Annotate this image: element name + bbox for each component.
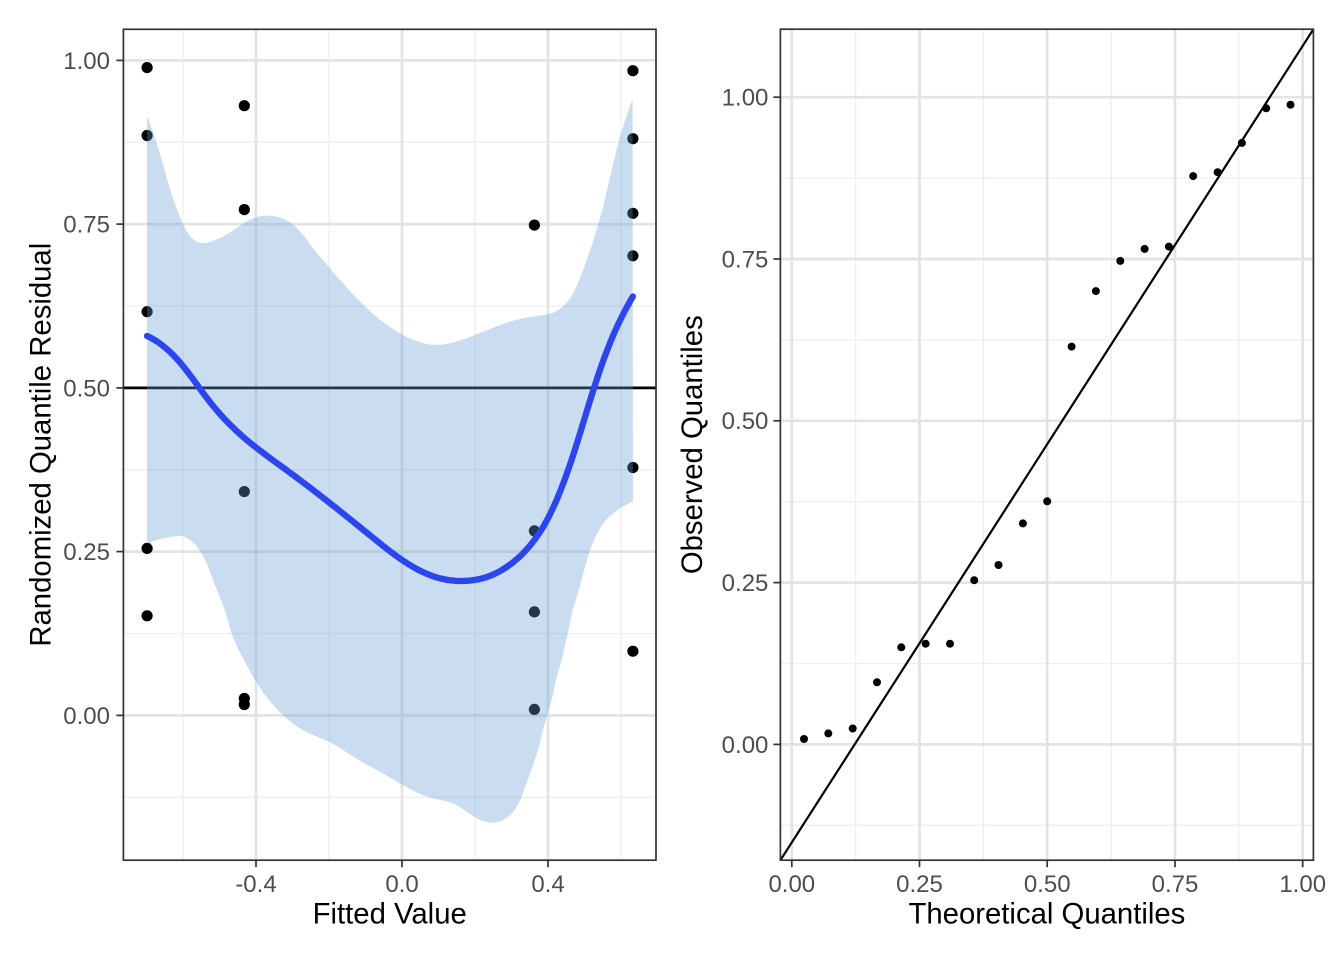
svg-text:Observed Quantiles: Observed Quantiles bbox=[676, 315, 709, 574]
svg-text:0.00: 0.00 bbox=[722, 732, 769, 759]
svg-text:Fitted Value: Fitted Value bbox=[313, 898, 467, 931]
svg-text:0.0: 0.0 bbox=[385, 871, 418, 898]
svg-text:1.00: 1.00 bbox=[1279, 871, 1326, 898]
svg-text:0.50: 0.50 bbox=[1024, 871, 1071, 898]
svg-text:0.00: 0.00 bbox=[768, 871, 815, 898]
svg-text:0.25: 0.25 bbox=[63, 539, 110, 566]
svg-text:0.25: 0.25 bbox=[896, 871, 943, 898]
svg-text:0.4: 0.4 bbox=[531, 871, 564, 898]
svg-text:0.75: 0.75 bbox=[722, 246, 769, 273]
svg-text:1.00: 1.00 bbox=[63, 48, 110, 75]
svg-text:Randomized Quantile Residual: Randomized Quantile Residual bbox=[24, 243, 57, 647]
svg-text:0.75: 0.75 bbox=[63, 212, 110, 239]
svg-text:Theoretical Quantiles: Theoretical Quantiles bbox=[908, 898, 1185, 931]
svg-text:0.25: 0.25 bbox=[722, 570, 769, 597]
svg-text:1.00: 1.00 bbox=[722, 85, 769, 112]
svg-text:0.00: 0.00 bbox=[63, 703, 110, 730]
svg-text:0.50: 0.50 bbox=[722, 408, 769, 435]
svg-text:0.50: 0.50 bbox=[63, 375, 110, 402]
svg-text:0.75: 0.75 bbox=[1152, 871, 1199, 898]
svg-text:-0.4: -0.4 bbox=[235, 871, 276, 898]
